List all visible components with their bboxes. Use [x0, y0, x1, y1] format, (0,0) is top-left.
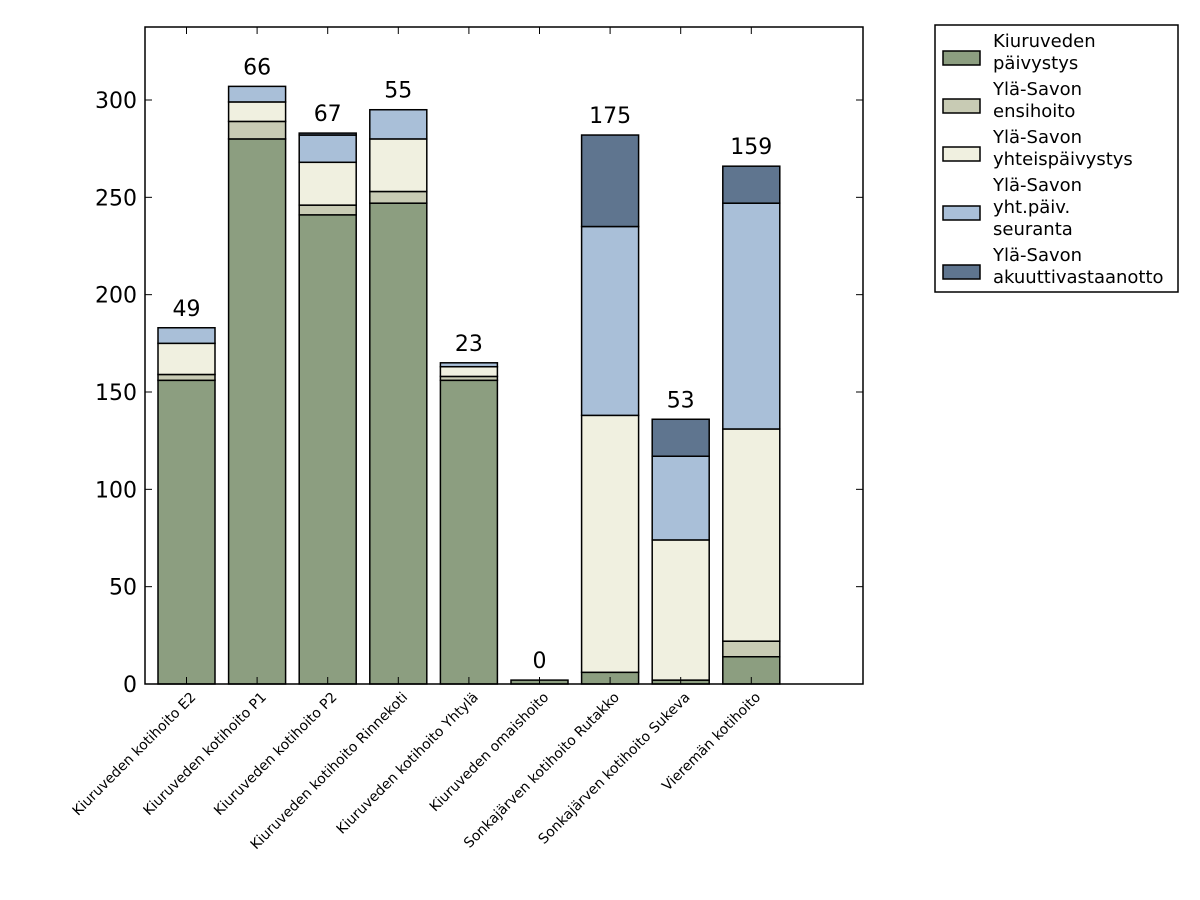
bar-segment [651, 418, 710, 457]
y-tick-label: 100 [95, 478, 137, 503]
bar-segment [651, 455, 710, 541]
bar-label: 0 [533, 649, 547, 674]
y-tick-label: 50 [109, 576, 137, 601]
bar-segment [298, 204, 357, 216]
bar-label: 55 [384, 79, 412, 104]
bar-segment [298, 134, 357, 164]
legend-label: Ylä-Savon yhteispäivystys [992, 127, 1133, 170]
plot-frame [144, 26, 864, 685]
bar-label: 159 [730, 135, 772, 160]
bar-segment [580, 134, 640, 228]
bar-segment [227, 85, 287, 103]
bar-segment [439, 379, 499, 685]
y-tick-label: 0 [123, 673, 137, 698]
bar-segment [157, 379, 216, 685]
bar-segment [369, 108, 428, 140]
legend-label: Kiuruveden päivystys [993, 31, 1096, 74]
legend-label: Ylä-Savon yht.päiv. seuranta [992, 175, 1082, 240]
bar-segment [369, 190, 428, 204]
legend-swatch [942, 146, 981, 162]
bar-segment [439, 362, 499, 368]
bar-label: 66 [243, 55, 271, 80]
bar-segment [369, 138, 428, 193]
bar-segment [651, 539, 710, 681]
bar-segment [722, 202, 781, 430]
bar-segment [227, 138, 287, 685]
bar-segment [722, 640, 781, 658]
bar-segment [298, 161, 357, 206]
bar-segment [157, 327, 216, 345]
bar-segment [298, 214, 357, 685]
bar-segment [439, 365, 499, 378]
bar-segment [580, 414, 640, 674]
y-tick-label: 250 [95, 186, 137, 211]
bar-segment [157, 342, 216, 376]
legend-swatch [942, 205, 981, 221]
legend-swatch [942, 98, 981, 114]
bar-label: 175 [589, 104, 631, 129]
bar-segment [298, 132, 357, 136]
bar-label: 49 [173, 297, 201, 322]
bar-segment [157, 373, 216, 382]
bar-segment [580, 225, 640, 417]
bar-label: 23 [455, 332, 483, 357]
bar-segment [722, 428, 781, 642]
legend-swatch [942, 264, 981, 280]
bar-segment [227, 120, 287, 140]
bar-label: 67 [314, 102, 342, 127]
y-tick-label: 300 [95, 89, 137, 114]
legend-label: Ylä-Savon ensihoito [992, 79, 1082, 122]
legend-label: Ylä-Savon akuuttivastaanotto [992, 245, 1164, 288]
bar-label: 53 [667, 388, 695, 413]
bar-segment [227, 101, 287, 123]
bar-segment [722, 165, 781, 204]
y-tick-label: 200 [95, 284, 137, 309]
legend-swatch [942, 50, 981, 66]
bar-segment [369, 202, 428, 685]
y-tick-label: 150 [95, 381, 137, 406]
